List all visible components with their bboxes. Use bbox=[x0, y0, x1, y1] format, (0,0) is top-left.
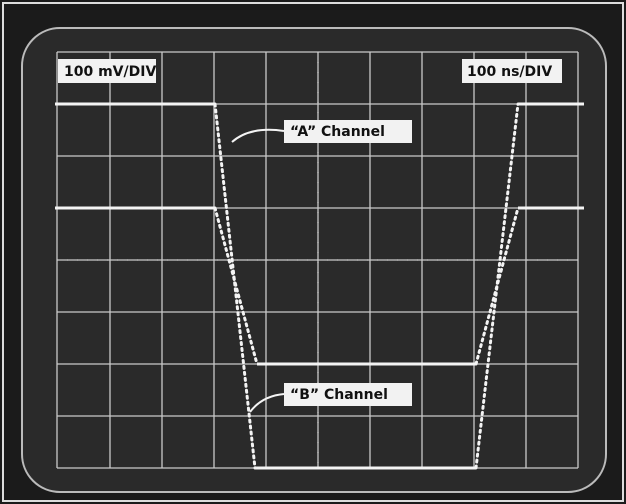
oscilloscope-screen: 100 mV/DIV 100 ns/DIV “A” Channel “B” Ch… bbox=[0, 0, 626, 504]
time-scale-label: 100 ns/DIV bbox=[467, 64, 552, 80]
vertical-scale-label: 100 mV/DIV bbox=[64, 64, 156, 80]
channel-a-label: “A” Channel bbox=[290, 124, 385, 140]
page: {"labels": {"vertical_scale": "100 mV/DI… bbox=[0, 0, 626, 504]
channel-b-label: “B” Channel bbox=[290, 387, 388, 403]
